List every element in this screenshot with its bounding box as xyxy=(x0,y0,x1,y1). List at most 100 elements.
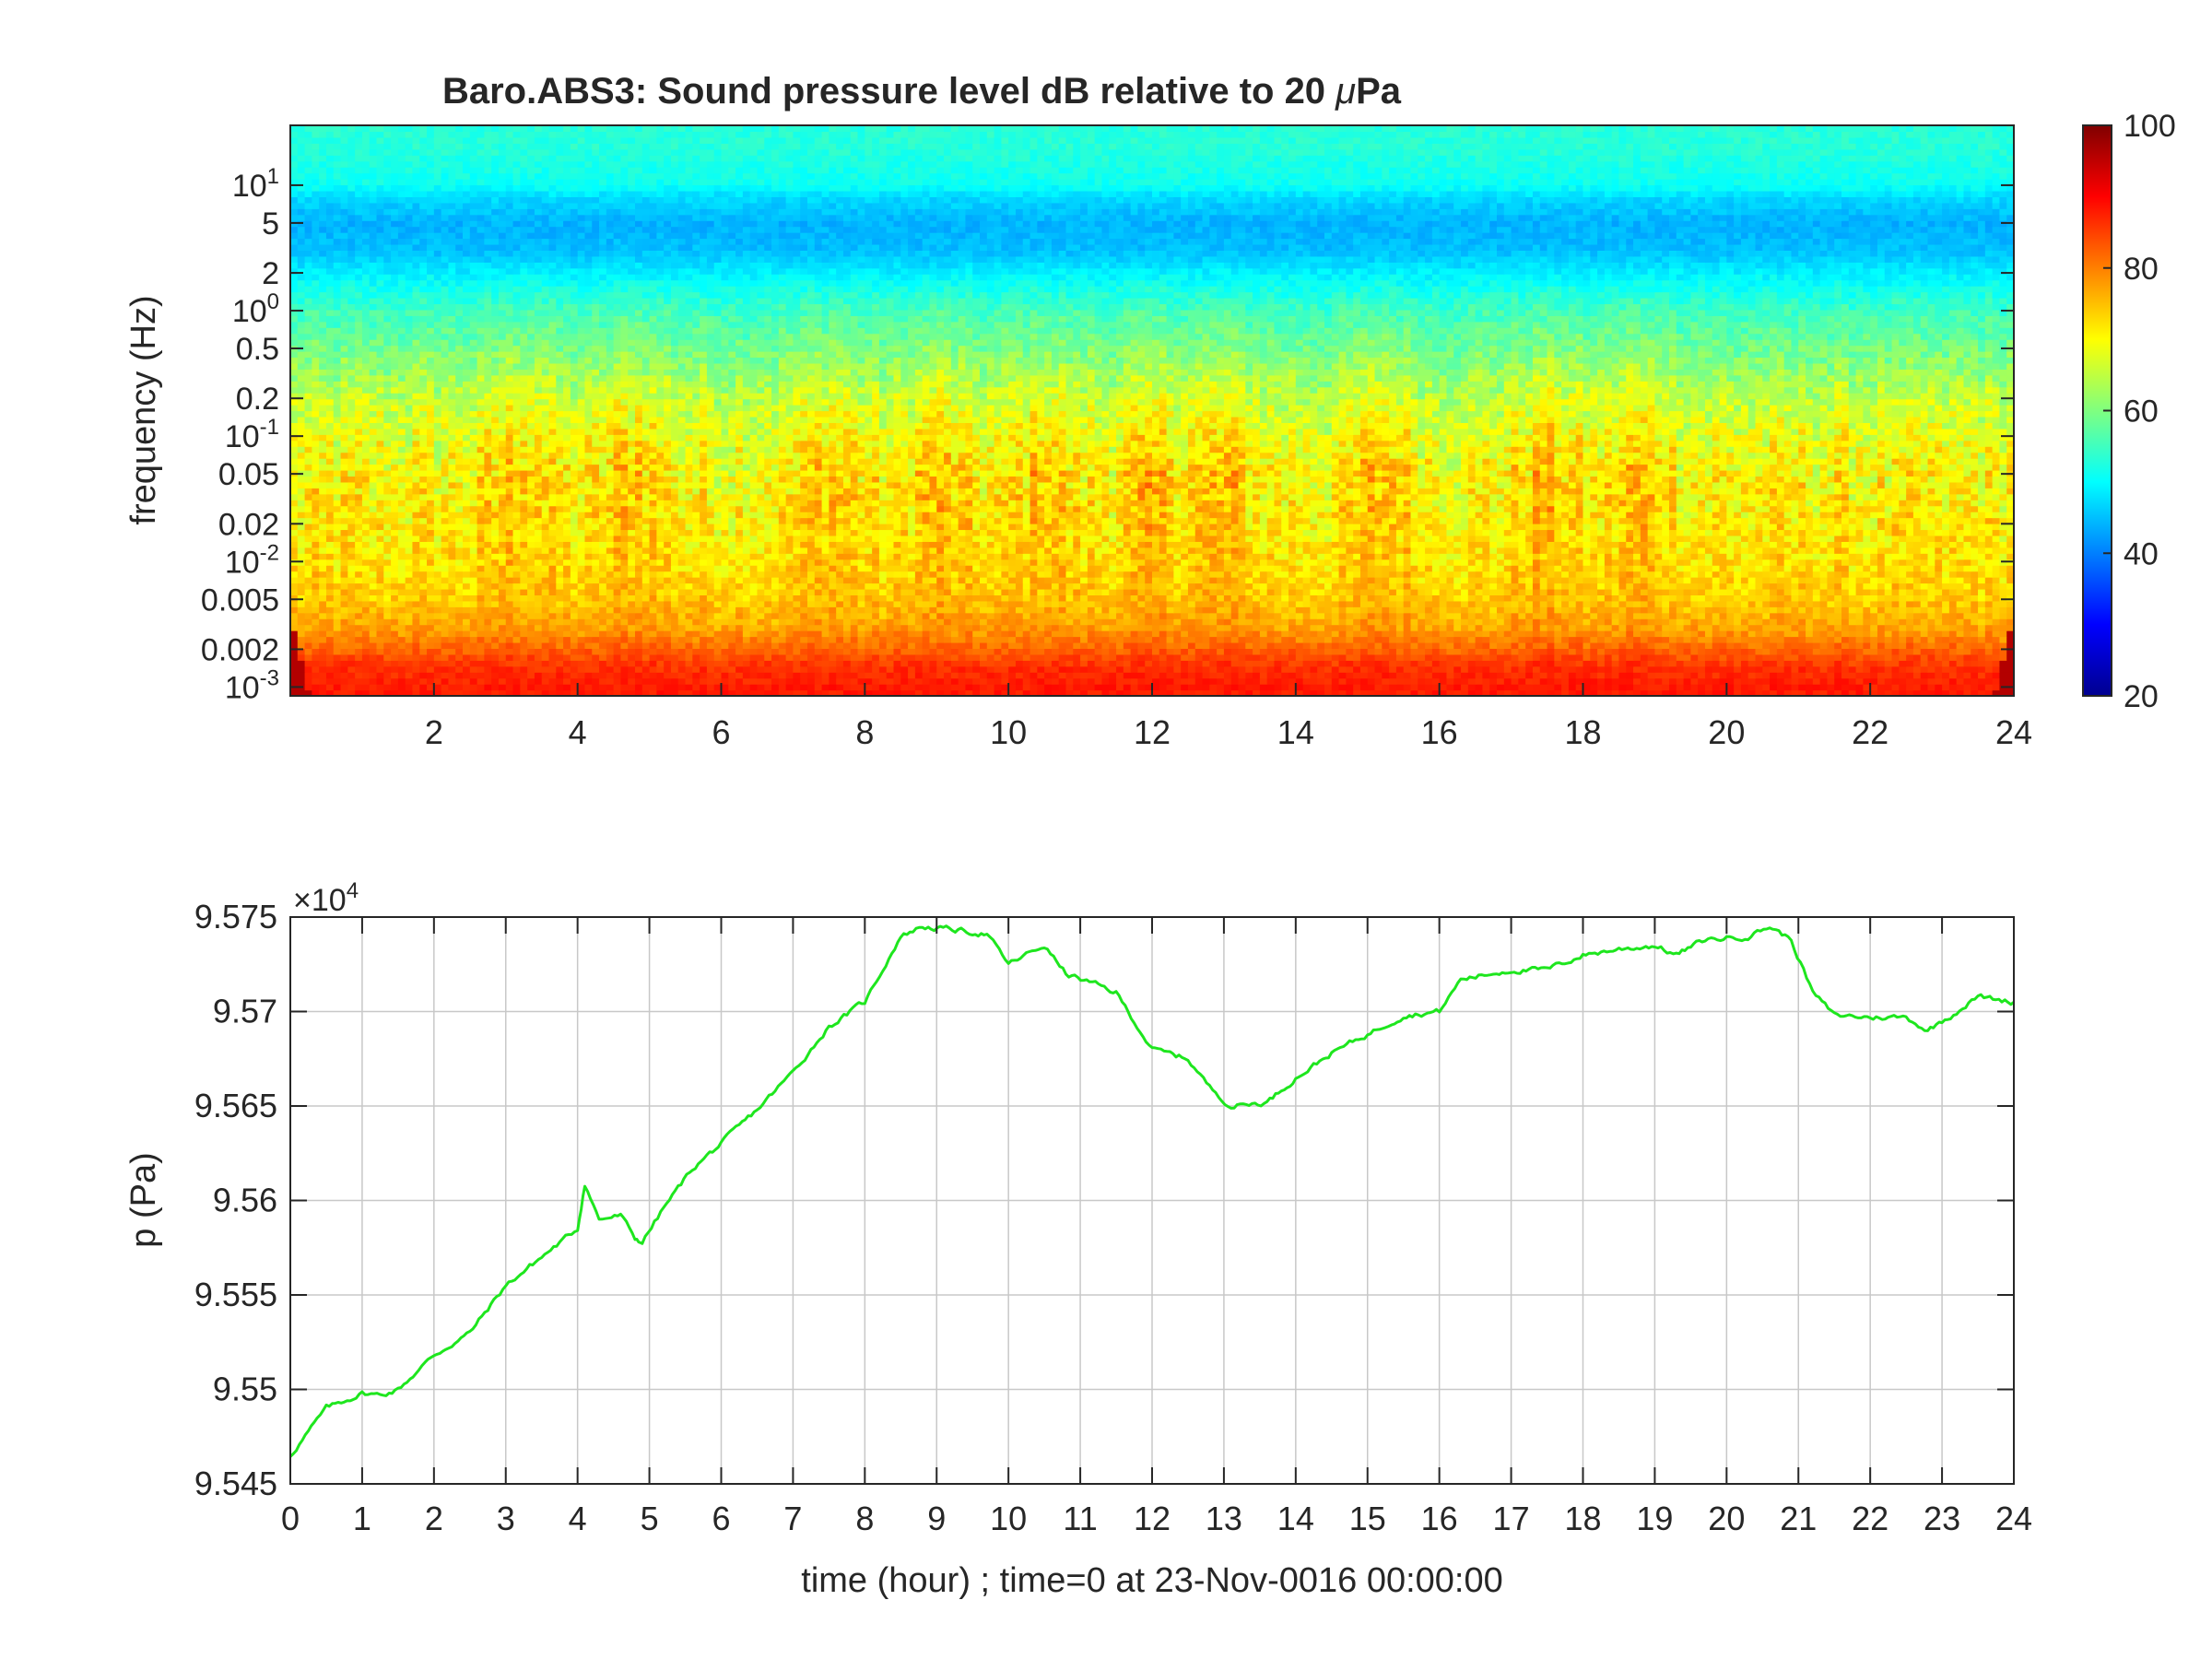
spectrogram-cell xyxy=(577,636,586,643)
spectrogram-cell xyxy=(1747,665,1757,673)
spectrogram-cell xyxy=(1123,588,1132,595)
spectrogram-cell xyxy=(1395,630,1405,638)
spectrogram-cell xyxy=(1431,636,1441,643)
spectrogram-cell xyxy=(1575,571,1584,578)
spectrogram-cell xyxy=(1238,665,1246,673)
spectrogram-cell xyxy=(333,672,342,679)
spectrogram-cell xyxy=(1037,618,1045,626)
spectrogram-cell xyxy=(1223,612,1232,619)
spectrogram-cell xyxy=(1834,648,1842,655)
spectrogram-cell xyxy=(1554,588,1562,595)
spectrogram-cell xyxy=(1288,594,1297,602)
spectrogram-cell xyxy=(1453,571,1462,578)
spectrogram-cell xyxy=(900,612,909,619)
spectrogram-cell xyxy=(1467,624,1477,631)
spectrogram-cell xyxy=(1058,594,1067,602)
spectrogram-cell xyxy=(1698,636,1706,643)
spectrogram-cell xyxy=(914,630,924,638)
spectrogram-cell xyxy=(340,672,348,679)
spectrogram-cell xyxy=(376,600,384,607)
spectrogram-cell xyxy=(1978,677,1986,685)
spectrogram-cell xyxy=(1194,594,1204,602)
spectrogram-cell xyxy=(1884,618,1893,626)
spectrogram-cell xyxy=(1209,630,1218,638)
spectrogram-cell xyxy=(1511,594,1519,602)
spectrogram-cell xyxy=(649,630,657,638)
spectrogram-cell xyxy=(1669,618,1677,626)
spectrogram-cell xyxy=(1058,665,1067,673)
spectrogram-cell xyxy=(448,624,456,631)
spectrogram-cell xyxy=(347,588,356,595)
spectrogram-cell xyxy=(290,594,299,602)
spectrogram-cell xyxy=(304,624,312,631)
spectrogram-cell xyxy=(333,660,342,667)
spectrogram-cell xyxy=(1238,582,1246,590)
spectrogram-cell xyxy=(994,594,1002,602)
spectrogram-cell xyxy=(878,606,888,614)
spectrogram-cell xyxy=(771,606,780,614)
spectrogram-cell xyxy=(592,677,600,685)
spectrogram-cell xyxy=(1618,594,1627,602)
spectrogram-cell xyxy=(1374,689,1382,696)
spectrogram-cell xyxy=(1173,660,1182,667)
spectrogram-cell xyxy=(1712,612,1721,619)
spectrogram-cell xyxy=(405,618,414,626)
spectrogram-cell xyxy=(1310,641,1318,650)
spectrogram-cell xyxy=(1288,653,1297,661)
spectrogram-cell xyxy=(405,577,414,584)
spectrogram-cell xyxy=(1654,684,1663,691)
spectrogram-cell xyxy=(778,571,787,578)
spectrogram-cell xyxy=(929,612,937,619)
spectrogram-cell xyxy=(857,612,865,619)
spectrogram-cell xyxy=(1984,624,1994,631)
spectrogram-cell xyxy=(548,594,557,602)
spectrogram-cell xyxy=(1173,600,1182,607)
spectrogram-cell xyxy=(1770,618,1778,626)
spectrogram-cell xyxy=(1762,672,1771,679)
spectrogram-cell xyxy=(1633,600,1641,607)
spectrogram-cell xyxy=(1640,665,1649,673)
spectrogram-cell xyxy=(1806,577,1814,584)
spectrogram-cell xyxy=(441,582,450,590)
spectrogram-cell xyxy=(1841,577,1850,584)
spectrogram-cell xyxy=(1453,641,1462,650)
spectrogram-cell xyxy=(1791,612,1799,619)
spectrogram-cell xyxy=(1123,653,1132,661)
spectrogram-cell xyxy=(1223,665,1232,673)
spectrogram-cell xyxy=(641,672,651,679)
spectrogram-cell xyxy=(563,630,571,638)
spectrogram-cell xyxy=(1791,630,1799,638)
spectrogram-cell xyxy=(1647,612,1656,619)
spectrogram-cell xyxy=(1590,653,1598,661)
spectrogram-cell xyxy=(613,624,622,631)
spectrogram-cell xyxy=(1776,577,1785,584)
spectrogram-cell xyxy=(872,594,880,602)
spectrogram-cell xyxy=(433,677,442,685)
spectrogram-cell xyxy=(1590,624,1598,631)
spectrogram-cell xyxy=(1217,624,1225,631)
spectrogram-cell xyxy=(1676,660,1685,667)
spectrogram-cell xyxy=(433,571,442,578)
spectrogram-cell xyxy=(1353,684,1361,691)
spectrogram-cell xyxy=(1173,684,1182,691)
spectrogram-cell xyxy=(635,648,643,655)
spectrogram-cell xyxy=(1288,660,1297,667)
spectrogram-cell xyxy=(347,636,356,643)
spectrogram-cell xyxy=(1877,606,1886,614)
spectrogram-cell xyxy=(1159,577,1168,584)
spectrogram-cell xyxy=(685,582,693,590)
spectrogram-cell xyxy=(994,653,1002,661)
spectrogram-cell xyxy=(1583,612,1591,619)
spectrogram-cell xyxy=(412,600,420,607)
spectrogram-cell xyxy=(1116,684,1124,691)
spectrogram-cell xyxy=(1604,653,1613,661)
spectrogram-cell xyxy=(929,689,937,696)
spectrogram-cell xyxy=(1704,665,1713,673)
spectrogram-cell xyxy=(721,648,729,655)
spectrogram-cell xyxy=(735,571,744,578)
spectrogram-cell xyxy=(1310,665,1318,673)
spectrogram-cell xyxy=(706,612,715,619)
spectrogram-cell xyxy=(757,618,765,626)
spectrogram-cell xyxy=(1022,594,1031,602)
spectrogram-cell xyxy=(1367,618,1376,626)
